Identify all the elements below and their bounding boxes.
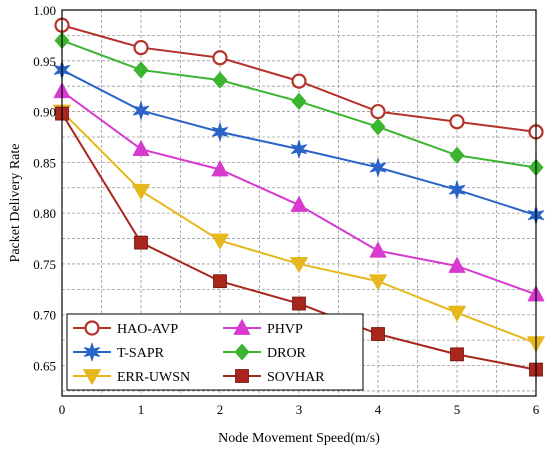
data-point bbox=[212, 71, 228, 89]
data-point bbox=[290, 257, 308, 273]
legend-marker bbox=[83, 342, 101, 362]
legend-marker bbox=[84, 320, 100, 336]
data-point bbox=[211, 160, 229, 177]
legend-label: ERR-UWSN bbox=[117, 370, 190, 385]
data-point bbox=[290, 139, 308, 159]
legend-marker bbox=[233, 319, 251, 335]
data-point bbox=[211, 122, 229, 142]
series-layer bbox=[53, 17, 545, 377]
data-point bbox=[371, 327, 385, 341]
data-point bbox=[449, 146, 465, 164]
legend-label: HAO-AVP bbox=[117, 322, 178, 337]
y-tick-label: 0.70 bbox=[33, 308, 56, 323]
plot-frame bbox=[61, 9, 537, 397]
x-tick-label: 0 bbox=[59, 402, 66, 417]
x-tick-label: 5 bbox=[454, 402, 461, 417]
legend-marker bbox=[83, 369, 101, 385]
y-tick-label: 0.95 bbox=[33, 54, 56, 69]
y-axis-label: Packet Delivery Rate bbox=[8, 144, 23, 263]
legend-label: DROR bbox=[267, 346, 307, 361]
data-point bbox=[369, 274, 387, 291]
legend-box bbox=[66, 313, 364, 391]
legend: HAO-AVP T-SAPR ERR-UWSN PHVP DROR SOVHAR bbox=[66, 313, 364, 391]
data-point bbox=[291, 73, 307, 89]
data-point bbox=[133, 39, 149, 56]
data-point bbox=[290, 196, 308, 212]
y-tick-label: 0.80 bbox=[33, 206, 56, 221]
data-point bbox=[133, 61, 149, 79]
data-point bbox=[212, 50, 228, 66]
x-tick-label: 4 bbox=[375, 402, 382, 417]
data-point bbox=[132, 101, 150, 120]
legend-marker bbox=[234, 343, 250, 361]
x-tick-label: 6 bbox=[533, 402, 540, 417]
data-point bbox=[448, 180, 466, 200]
legend-label: SOVHAR bbox=[267, 370, 325, 385]
x-tick-label: 2 bbox=[217, 402, 224, 417]
data-point bbox=[449, 114, 465, 130]
y-tick-label: 0.65 bbox=[33, 359, 56, 374]
x-tick-label: 3 bbox=[296, 402, 303, 417]
data-point bbox=[132, 140, 150, 157]
legend-marker bbox=[235, 369, 249, 383]
y-tick-label: 0.75 bbox=[33, 257, 56, 272]
data-point bbox=[211, 233, 229, 250]
data-point bbox=[450, 347, 464, 362]
x-tick-label: 1 bbox=[138, 402, 145, 417]
data-point bbox=[292, 296, 306, 311]
data-point bbox=[213, 274, 227, 289]
data-point bbox=[448, 305, 466, 322]
data-point bbox=[369, 241, 387, 258]
y-tick-label: 0.90 bbox=[33, 105, 56, 120]
data-point bbox=[291, 93, 307, 110]
data-point bbox=[369, 158, 387, 177]
tick-labels: 0.65 0.70 0.75 0.80 0.85 0.90 0.95 1.00 0 1 2 3 4 5 6 bbox=[33, 3, 540, 417]
data-point bbox=[448, 257, 466, 273]
data-point bbox=[370, 118, 386, 136]
x-axis-label: Node Movement Speed(m/s) bbox=[218, 431, 380, 446]
data-point bbox=[370, 103, 386, 120]
legend-label: T-SAPR bbox=[117, 346, 165, 361]
y-tick-label: 1.00 bbox=[33, 3, 56, 18]
y-tick-label: 0.85 bbox=[33, 155, 56, 170]
data-point bbox=[134, 235, 148, 250]
data-point bbox=[132, 183, 150, 200]
legend-label: PHVP bbox=[267, 322, 303, 337]
